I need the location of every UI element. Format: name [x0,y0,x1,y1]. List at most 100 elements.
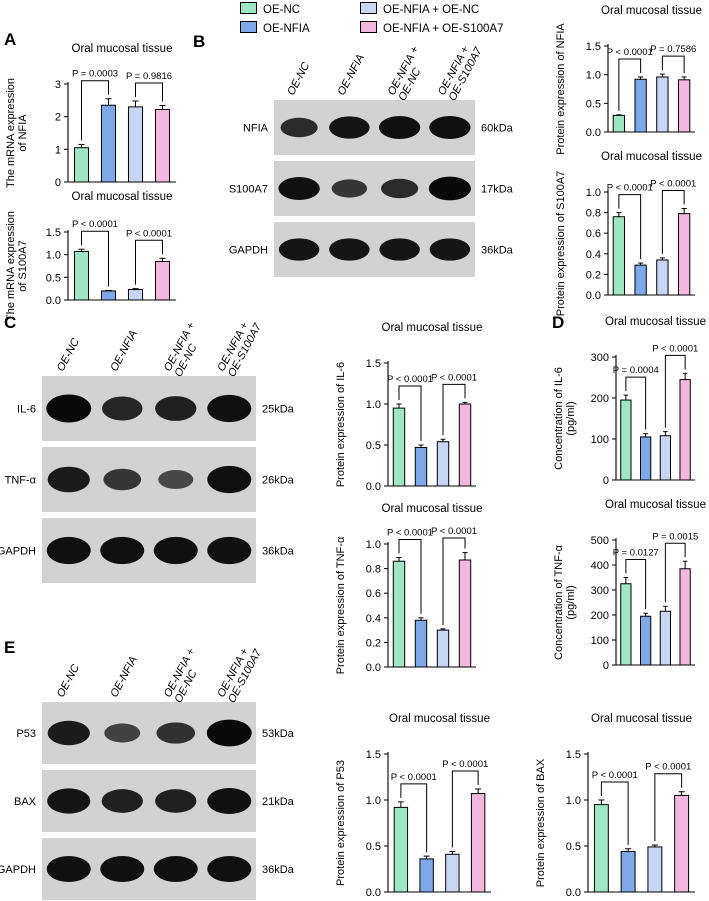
lane-label: OE-NFIA [108,654,140,699]
significance-bracket [600,781,629,845]
protein-band [103,468,142,491]
bar [392,407,406,487]
kda-label: 26kDa [262,475,295,487]
protein-band [46,855,91,883]
y-tick-label: 0 [603,660,609,672]
bar [620,399,632,481]
lane-label: OE-NFIA +OE-NC [162,320,209,379]
bar [634,78,647,133]
protein-band [47,466,90,493]
y-tick-label: 300 [591,352,609,364]
p-value-label: P < 0.0001 [431,526,477,537]
bar [73,147,90,183]
protein-band [207,855,252,883]
bar [612,216,626,296]
p-value-label: P < 0.0001 [72,219,118,230]
kda-label: 53kDa [262,728,295,740]
protein-label: P53 [16,728,36,740]
y-tick-label: 0.6 [366,588,381,600]
p-value-label: P < 0.0001 [387,374,433,385]
y-tick-label: 1.0 [366,795,381,807]
y-tick-label: 0.0 [586,290,601,302]
bar [419,858,434,893]
bar [593,804,609,893]
y-tick-label: 0.0 [366,481,381,493]
bar [414,619,428,668]
chart-title: Oral mucosal tissue [72,191,173,203]
p-value-label: P < 0.0001 [442,759,488,770]
protein-band [101,789,143,813]
y-axis-label: Protein expression of TNF-α [335,536,347,674]
chart-title: Oral mucosal tissue [591,713,692,725]
significance-bracket [664,354,686,428]
p-value-label: P < 0.0001 [592,770,638,781]
bar [647,846,663,893]
bar [612,114,626,133]
y-tick-label: 0.2 [586,269,601,281]
protein-band [379,238,420,261]
protein-band [278,238,320,261]
protein-band [429,115,471,140]
bar [677,79,691,133]
bar [659,435,672,481]
significance-bracket [81,80,109,141]
kda-label: 17kDa [481,184,514,196]
chart-c1: Oral mucosal tissue Protein expression of… [320,319,490,494]
y-tick-label: 0.0 [566,887,581,899]
bar [127,106,144,183]
chart-svg: Oral mucosal tissue The mRNA expressionof… [5,191,176,321]
chart-title: Oral mucosal tissue [382,503,483,515]
y-tick-label: 0.5 [46,272,61,284]
chart-c2: Oral mucosal tissue Protein expression of… [320,500,490,675]
western-blot-e: OE-NC OE-NFIA OE-NFIA +OE-NC OE-NFIA +OE-S1… [0,640,318,900]
protein-band [47,720,90,746]
blot-svg: OE-NC OE-NFIA OE-NFIA +OE-NC OE-NFIA +OE-S1… [0,646,295,900]
protein-band [206,719,252,747]
chart-d1: Oral mucosal tissue Concentration of IL-6… [548,313,709,488]
bar [677,213,691,296]
p-value-label: P < 0.0001 [431,372,477,383]
y-tick-label: 200 [591,393,609,405]
protein-band [280,117,318,138]
lane-label: OE-NFIA +OE-S100A7 [436,39,485,103]
y-tick-label: 300 [591,585,609,597]
panel-letter-a: A [4,30,17,49]
significance-bracket [618,194,642,260]
protein-band [100,855,145,883]
y-tick-label: 200 [591,610,609,622]
western-blot-b: OE-NC OE-NFIA OE-NFIA +OE-NC OE-NFIA +OE-S1… [229,39,537,277]
p-value-label: P < 0.0001 [652,343,698,354]
bar [393,806,409,893]
bar [679,568,691,666]
p-value-label: P < 0.0001 [607,47,653,58]
chart-a2: Oral mucosal tissue The mRNA expressionof… [0,188,190,321]
protein-band [207,465,252,494]
chart-title: Oral mucosal tissue [601,5,702,17]
legend-item: OE-NC [240,2,300,16]
kda-label: 36kDa [262,546,295,558]
p-value-label: P = 0.0003 [72,69,118,80]
chart-svg: Oral mucosal tissue Protein expression of… [535,713,695,899]
chart-title: Oral mucosal tissue [605,499,706,511]
significance-bracket [625,559,647,610]
bar [392,560,406,668]
bar [620,583,632,666]
protein-band [158,469,194,490]
protein-band [207,394,252,423]
protein-band [207,787,252,815]
y-tick-label: 100 [591,635,609,647]
bar [679,379,691,481]
p-value-label: P < 0.0001 [645,762,691,773]
protein-band [329,116,370,139]
panel-letter-d: D [552,313,565,332]
kda-label: 25kDa [262,404,295,416]
lane-label: OE-NFIA [108,328,140,373]
chart-title: Oral mucosal tissue [605,316,706,328]
significance-bracket [135,82,163,102]
bar [414,446,428,487]
bar [154,108,171,183]
y-tick-label: 0.0 [46,295,61,307]
p-value-label: P = 0.0004 [613,365,659,376]
kda-label: 60kDa [481,123,514,135]
bar [659,610,672,666]
